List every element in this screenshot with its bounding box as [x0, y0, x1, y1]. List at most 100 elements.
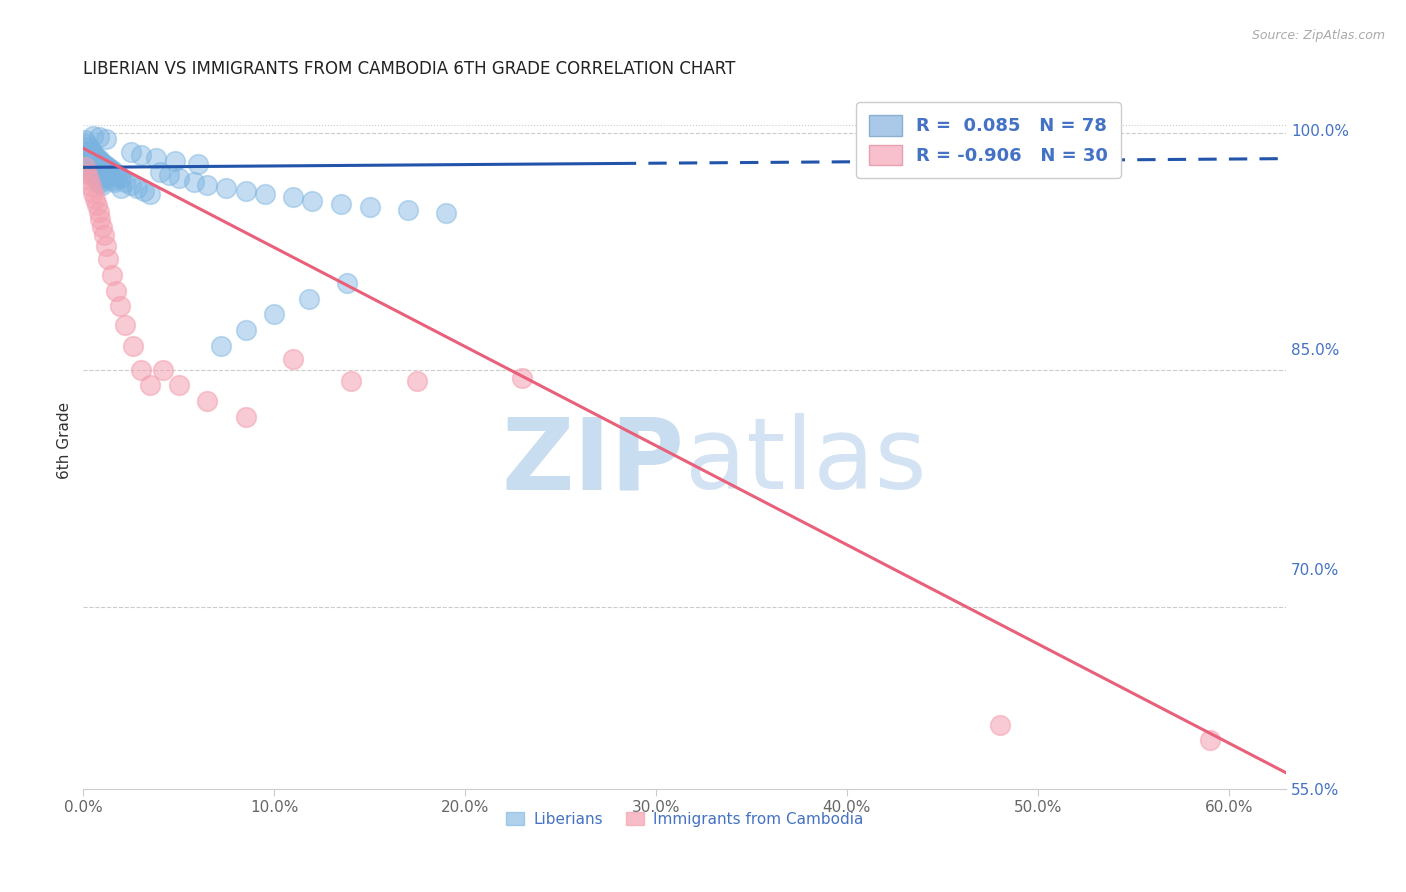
Point [253, 187, 276, 202]
Point [89, 165, 111, 179]
Point [86, 198, 108, 212]
Point [129, 147, 152, 161]
Point [77, 173, 100, 187]
Point [86, 173, 108, 187]
Point [76, 161, 98, 175]
Point [283, 190, 305, 204]
Point [87, 175, 110, 189]
Text: atlas: atlas [685, 413, 927, 510]
Point [988, 718, 1011, 732]
Point [125, 181, 148, 195]
Point [87, 204, 110, 219]
Point [139, 378, 162, 392]
Point [396, 202, 419, 217]
Point [512, 370, 534, 384]
Point [101, 173, 124, 187]
Point [183, 175, 205, 189]
Point [120, 178, 142, 192]
Point [77, 151, 100, 165]
Point [83, 161, 105, 175]
Point [76, 147, 98, 161]
Point [149, 165, 172, 179]
Point [103, 175, 125, 189]
Point [86, 151, 108, 165]
Point [93, 168, 115, 182]
Point [82, 186, 104, 200]
Point [336, 276, 359, 290]
Point [209, 339, 232, 353]
Point [215, 181, 238, 195]
Point [101, 163, 124, 178]
Point [80, 179, 103, 194]
Point [406, 374, 429, 388]
Point [120, 145, 142, 159]
Point [134, 184, 156, 198]
Point [330, 196, 353, 211]
Point [82, 146, 104, 161]
Point [104, 167, 127, 181]
Point [96, 239, 118, 253]
Point [152, 362, 174, 376]
Point [339, 374, 361, 388]
Point [108, 169, 131, 184]
Point [93, 228, 115, 243]
Point [75, 161, 97, 175]
Point [75, 154, 97, 169]
Point [187, 157, 209, 171]
Point [114, 318, 136, 333]
Point [89, 176, 111, 190]
Point [97, 252, 120, 266]
Legend: Liberians, Immigrants from Cambodia: Liberians, Immigrants from Cambodia [499, 805, 870, 833]
Y-axis label: 6th Grade: 6th Grade [58, 402, 72, 479]
Point [86, 161, 108, 176]
Point [167, 378, 190, 392]
Point [110, 181, 132, 195]
Point [263, 307, 285, 321]
Point [98, 161, 121, 176]
Point [101, 268, 124, 282]
Point [96, 159, 118, 173]
Point [82, 157, 104, 171]
Point [83, 171, 105, 186]
Point [91, 155, 114, 169]
Point [75, 133, 97, 147]
Point [87, 163, 110, 178]
Point [89, 154, 111, 169]
Point [157, 168, 180, 182]
Point [235, 410, 257, 425]
Point [359, 200, 381, 214]
Point [195, 394, 218, 409]
Point [1198, 732, 1220, 747]
Point [129, 362, 152, 376]
Point [75, 145, 97, 159]
Point [93, 157, 115, 171]
Point [195, 178, 218, 192]
Point [91, 220, 114, 235]
Point [301, 194, 323, 208]
Point [77, 163, 100, 178]
Point [122, 339, 145, 353]
Point [87, 130, 110, 145]
Point [80, 143, 103, 157]
Point [235, 184, 257, 198]
Point [297, 292, 319, 306]
Point [82, 128, 104, 143]
Text: ZIP: ZIP [502, 413, 685, 510]
Point [76, 136, 98, 151]
Point [77, 140, 100, 154]
Point [97, 161, 120, 175]
Point [235, 323, 257, 337]
Point [80, 165, 103, 179]
Point [107, 168, 129, 182]
Point [97, 171, 120, 186]
Point [91, 167, 114, 181]
Text: LIBERIAN VS IMMIGRANTS FROM CAMBODIA 6TH GRADE CORRELATION CHART: LIBERIAN VS IMMIGRANTS FROM CAMBODIA 6TH… [83, 60, 735, 78]
Point [104, 284, 127, 298]
Point [145, 151, 167, 165]
Point [82, 168, 104, 182]
Point [89, 212, 111, 227]
Point [167, 171, 190, 186]
Point [96, 132, 118, 146]
Point [114, 175, 136, 189]
Point [80, 154, 103, 169]
